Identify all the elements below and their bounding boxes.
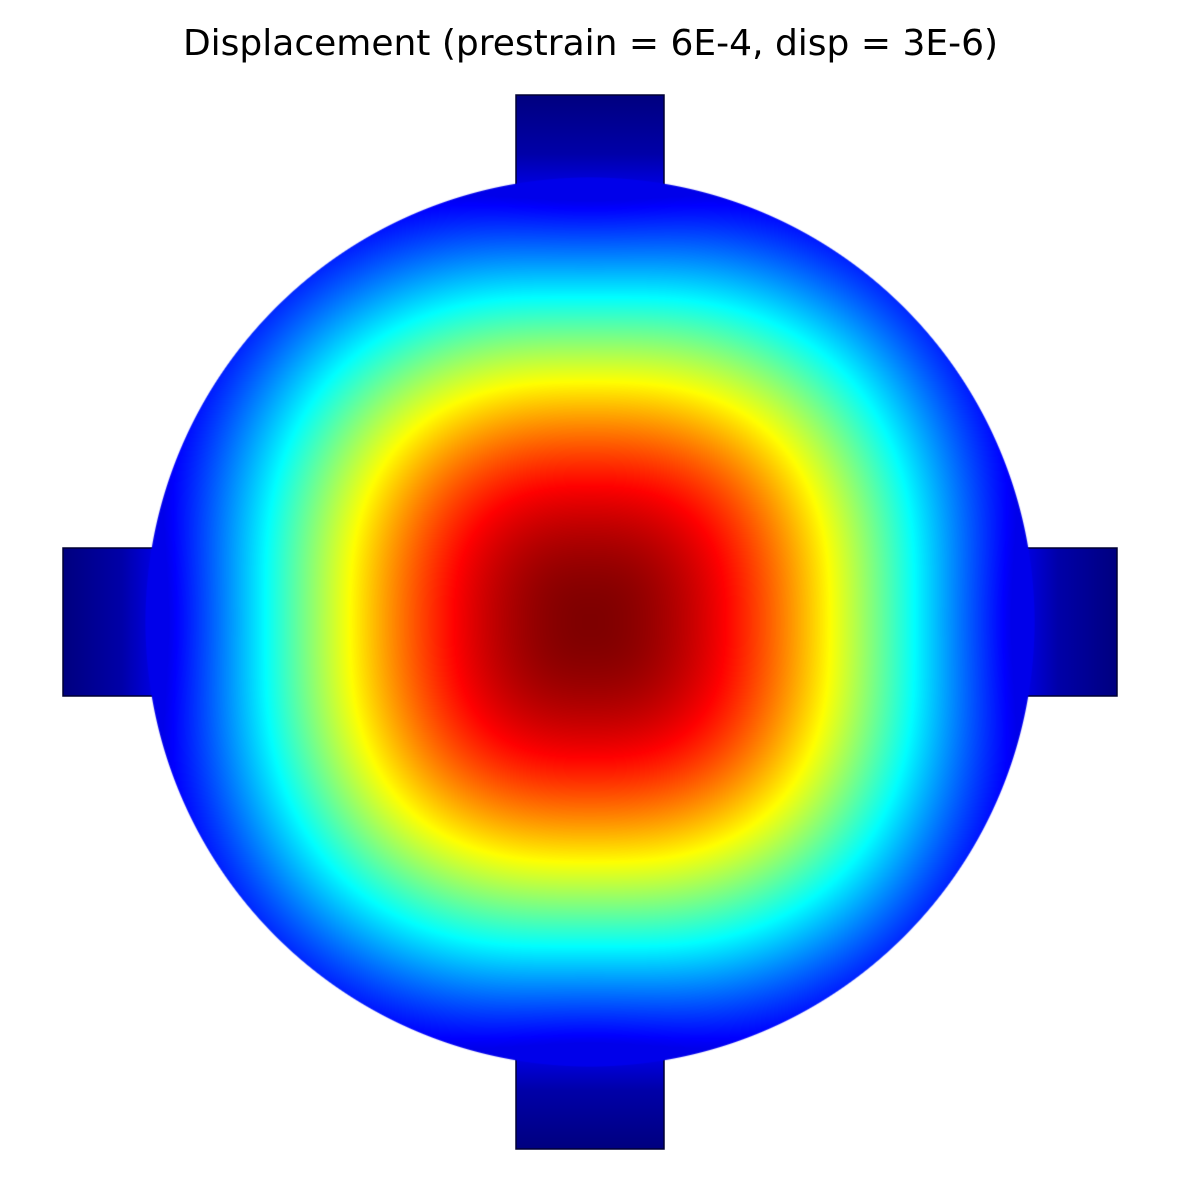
plot-area xyxy=(62,94,1118,1150)
plate-displacement-field xyxy=(145,177,1035,1067)
chart-title: Displacement (prestrain = 6E-4, disp = 3… xyxy=(182,23,999,64)
